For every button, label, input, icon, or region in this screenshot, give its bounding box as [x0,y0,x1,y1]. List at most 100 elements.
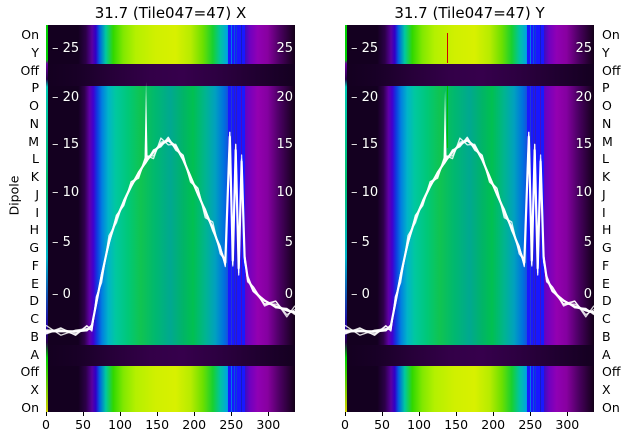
y-tick-label: L [32,151,39,167]
inner-tick-label: – 10 [351,185,379,200]
x-tick-label: 50 [75,417,91,432]
green-flag-line [446,86,449,148]
narrow-spike [144,82,148,162]
inner-tick-label: – 15 [52,137,80,152]
band-separator [46,345,295,366]
rfi-stripe [528,25,531,412]
y-tick-label: E [31,275,39,291]
inner-tick-label: 0 [583,287,592,302]
x-tick-label: 100 [407,417,432,432]
y-tick-label: I [35,204,39,220]
spectrum-trace [46,134,295,335]
y-tick-label: X [602,382,611,398]
y-tick-label: On [602,27,620,42]
rfi-stripe [243,25,246,412]
y-tick-label: F [602,257,610,273]
rfi-stripe [526,25,529,412]
inner-tick-label: 0 [284,287,293,302]
inner-tick-label: – 15 [351,137,379,152]
y-tick-label: P [31,80,39,96]
inner-tick-label: 15 [575,137,592,152]
x-tick-mark [530,412,532,416]
x-tick-mark [194,412,196,416]
spectrum-trace [345,131,594,337]
y-tick-label: D [29,293,39,309]
y-tick-label: K [30,169,39,185]
panel-title-y: 31.7 (Tile047=47) Y [394,4,545,22]
heat-band-bottom [345,366,594,412]
inner-tick-label: – 0 [52,287,71,302]
y-tick-label: O [602,98,612,114]
spectrum-trace [345,131,594,336]
band-separator [345,345,594,366]
rfi-stripe [234,25,237,412]
y-tick-label: N [29,115,39,131]
y-tick-label: Off [602,364,621,380]
axes-edge-strip [46,25,48,412]
y-tick-label: On [602,400,620,415]
x-tick-mark [268,412,270,416]
y-tick-label: Off [20,364,39,380]
inner-tick-label: – 5 [52,235,71,250]
spectrum-trace [345,135,594,336]
inner-tick-label: 15 [276,137,293,152]
x-tick-label: 100 [108,417,133,432]
inner-tick-label: 10 [575,185,592,200]
spectrum-trace [46,131,295,337]
heatmap-panel-y[interactable]: – 25 25 – 20 20 – 15 15 – 10 10 – 5 5 – 0 0 [345,25,594,412]
y-tick-label: H [29,222,39,238]
y-tick-label: N [602,115,612,131]
y-tick-label: P [602,80,610,96]
y-tick-label: B [602,328,611,344]
band-separator [46,64,295,86]
y-tick-label: H [602,222,612,238]
y-tick-label: J [602,186,606,202]
inner-tick-label: – 25 [351,41,379,56]
inner-tick-label: – 20 [52,90,80,105]
heat-band-bottom [46,366,295,412]
spectrum-trace [345,134,594,335]
heat-band-top [46,25,295,64]
spectrum-trace [345,135,594,333]
y-tick-label: B [30,328,39,344]
x-tick-mark [456,412,458,416]
y-tick-label: Y [602,44,610,60]
y-tick-label: I [602,204,606,220]
x-tick-label: 200 [182,417,207,432]
heat-band-main [46,86,295,345]
band-separator [345,64,594,86]
x-tick-mark [157,412,159,416]
inner-tick-label: – 0 [351,287,370,302]
y-tick-label: M [28,133,39,149]
y-tick-label: K [602,169,611,185]
y-tick-label: J [35,186,39,202]
y-tick-label: F [31,257,39,273]
axes-edge-strip [345,25,347,412]
y-tick-label: C [602,311,611,327]
inner-tick-label: – 25 [52,41,80,56]
x-tick-mark [493,412,495,416]
y-tick-label: On [21,400,39,415]
inner-tick-label: 25 [276,41,293,56]
rfi-stripe [533,25,536,412]
y-tick-label: Y [31,44,39,60]
y-tick-label: G [29,240,39,256]
inner-tick-label: 20 [276,90,293,105]
x-tick-label: 0 [341,417,349,432]
x-tick-mark [345,412,346,416]
x-tick-mark [419,412,421,416]
x-tick-label: 50 [374,417,390,432]
x-tick-mark [231,412,233,416]
heatmap-panel-x[interactable]: – 25 25 – 20 20 – 15 15 – 10 10 – 5 5 – 0 0 [46,25,295,412]
x-tick-mark [46,412,47,416]
y-tick-label: C [30,311,39,327]
inner-tick-label: 25 [575,41,592,56]
panel-title-x: 31.7 (Tile047=47) X [94,4,247,22]
x-tick-label: 250 [518,417,543,432]
y-tick-label: On [21,27,39,42]
narrow-spike [443,90,447,162]
x-tick-label: 250 [219,417,244,432]
spectrum-trace [46,135,295,333]
inner-tick-label: 5 [583,235,592,250]
